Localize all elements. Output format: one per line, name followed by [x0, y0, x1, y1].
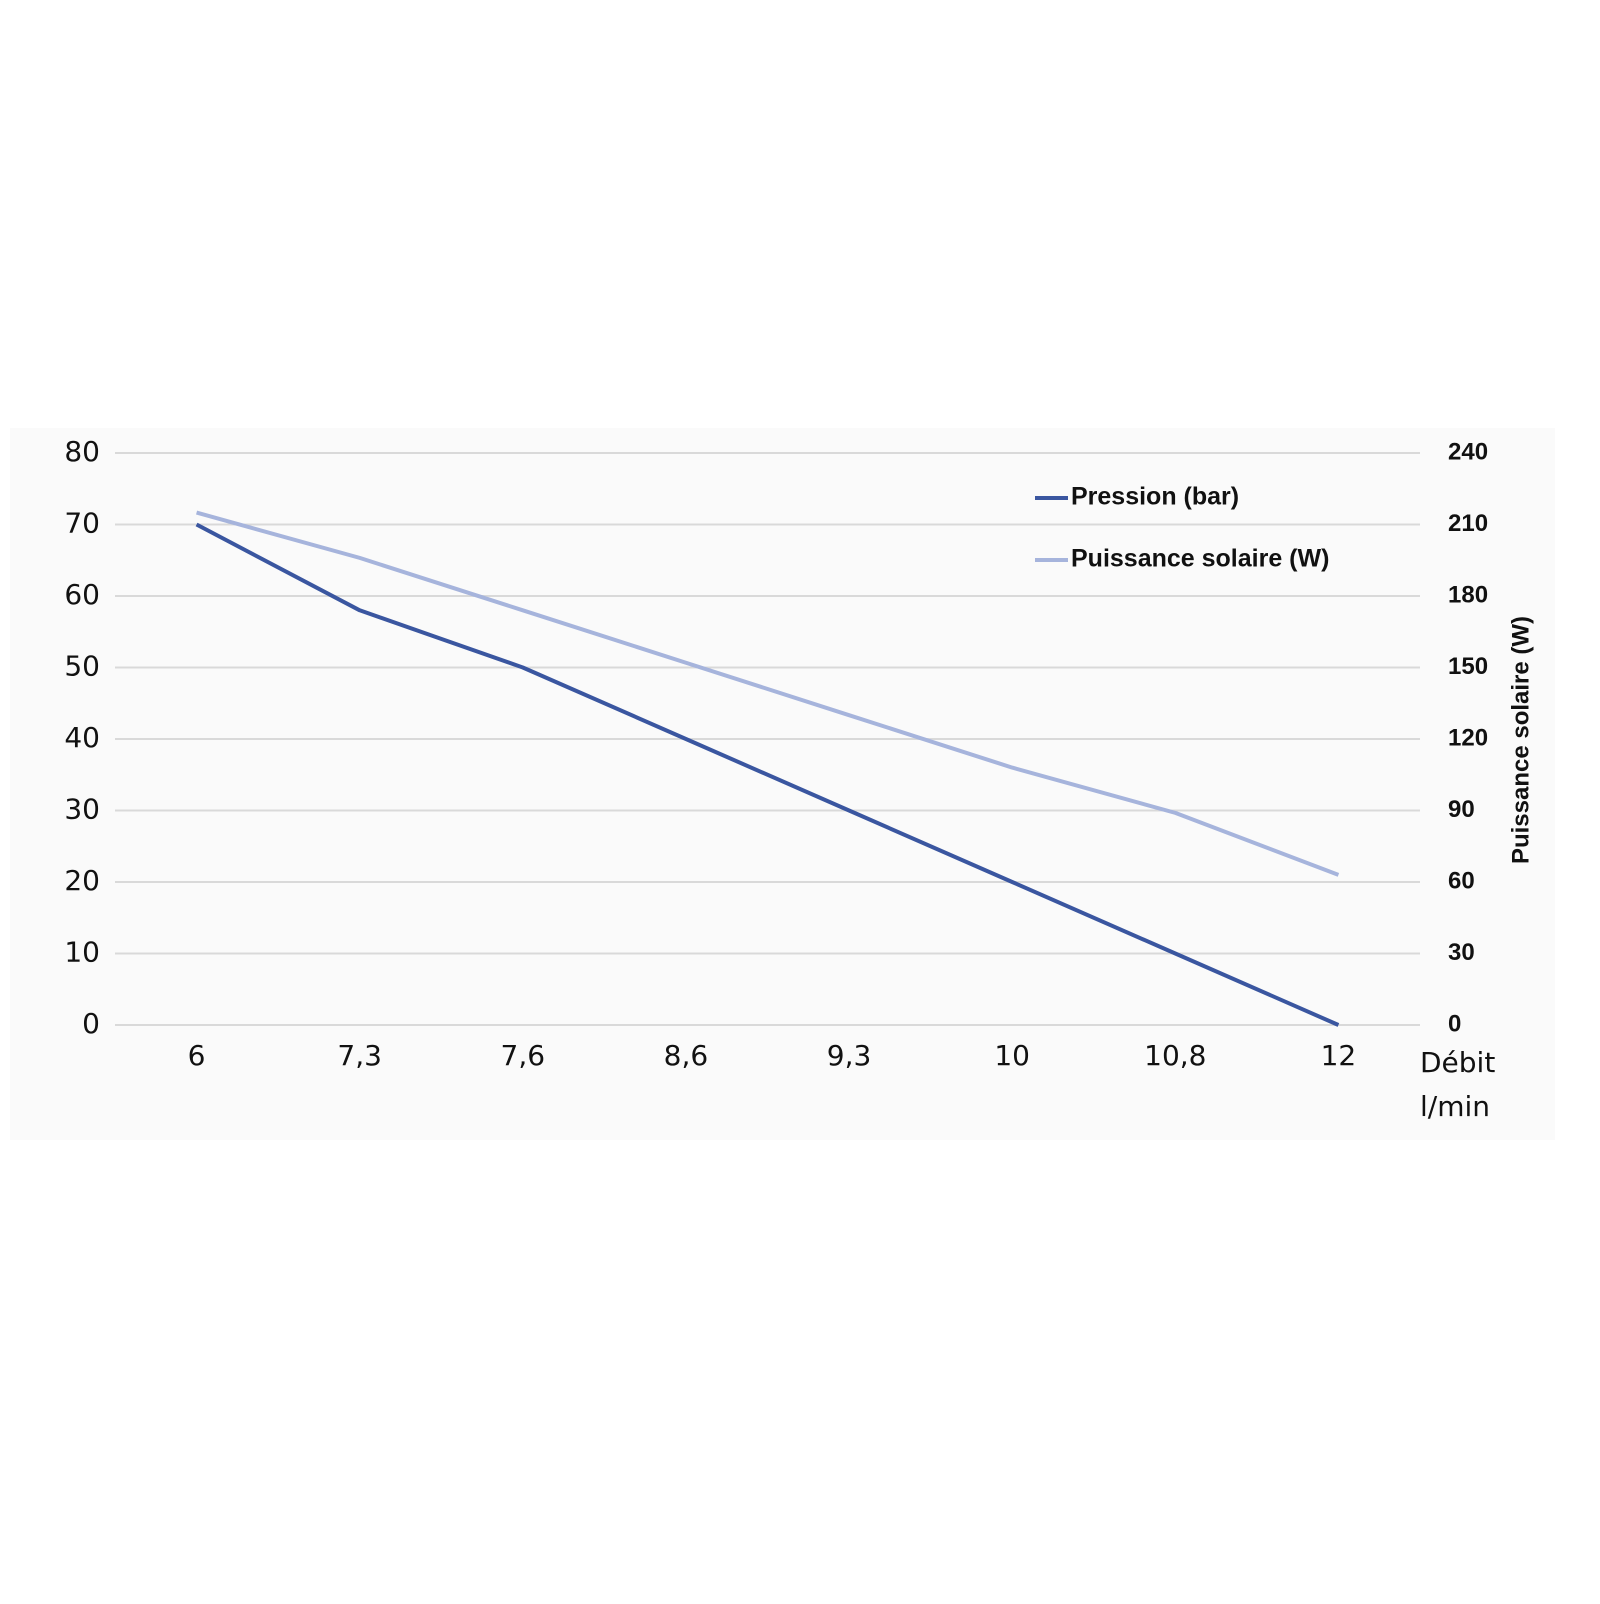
y-tick-label: 30: [64, 793, 100, 826]
x-tick-label: 9,3: [827, 1039, 872, 1072]
y2-axis-label: Puissance solaire (W): [1507, 616, 1534, 864]
y-tick-label: 50: [64, 650, 100, 683]
y-tick-label: 80: [64, 435, 100, 468]
x-tick-label: 7,3: [337, 1039, 382, 1072]
y-tick-label: 10: [64, 936, 100, 969]
y-tick-label: 0: [82, 1007, 100, 1040]
y-tick-label: 20: [64, 864, 100, 897]
x-tick-label: 6: [188, 1039, 206, 1072]
y2-tick-label: 120: [1448, 724, 1488, 751]
x-axis-label: l/min: [1420, 1090, 1490, 1123]
x-tick-label: 8,6: [664, 1039, 709, 1072]
x-tick-label: 10,8: [1144, 1039, 1206, 1072]
y2-tick-label: 0: [1448, 1010, 1461, 1037]
y2-tick-label: 240: [1448, 438, 1488, 465]
y-tick-label: 70: [64, 507, 100, 540]
chart-panel: [10, 428, 1555, 1140]
legend-label: Pression (bar): [1071, 483, 1239, 511]
y2-tick-label: 180: [1448, 581, 1488, 608]
data-line: [195, 522, 1340, 1027]
y2-tick-label: 60: [1448, 867, 1475, 894]
y2-tick-label: 30: [1448, 939, 1475, 966]
x-tick-label: 12: [1321, 1039, 1357, 1072]
x-axis-label: Débit: [1420, 1046, 1495, 1079]
y-tick-label: 40: [64, 721, 100, 754]
y2-tick-label: 210: [1448, 510, 1488, 537]
y2-tick-label: 150: [1448, 653, 1488, 680]
x-tick-label: 10: [994, 1039, 1030, 1072]
y-tick-label: 60: [64, 578, 100, 611]
y2-tick-label: 90: [1448, 796, 1475, 823]
legend-label: Puissance solaire (W): [1071, 545, 1329, 573]
x-tick-label: 7,6: [501, 1039, 546, 1072]
data-line: [196, 510, 1340, 877]
